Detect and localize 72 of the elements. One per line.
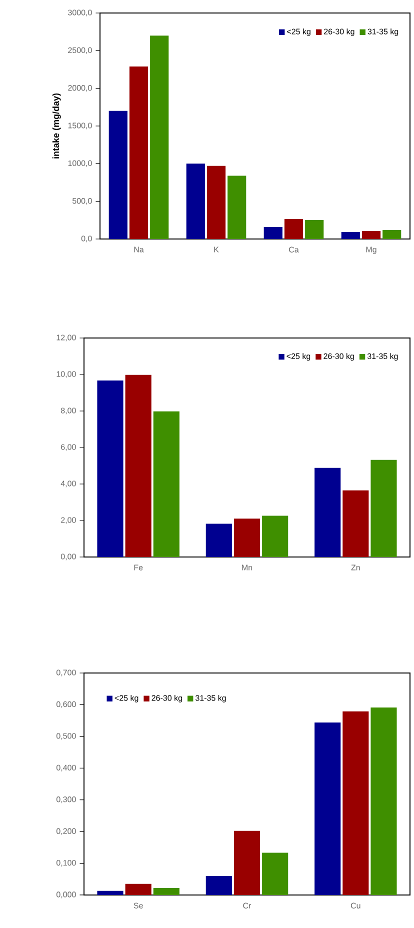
- y-tick-label: 0,200: [56, 828, 76, 835]
- y-tick-label: 3000,0: [68, 10, 92, 16]
- bar: [342, 711, 369, 895]
- legend-label: 26-30 kg: [324, 353, 354, 361]
- legend-label: 26-30 kg: [152, 694, 182, 702]
- bar: [108, 110, 128, 239]
- x-tick-label: Cu: [350, 902, 360, 908]
- bar: [284, 218, 304, 239]
- legend-label: 26-30 kg: [324, 28, 354, 36]
- bar: [206, 166, 226, 239]
- bar: [341, 232, 360, 239]
- y-tick-label: 1000,0: [68, 160, 92, 167]
- bar: [150, 36, 169, 239]
- y-tick-label: 0,600: [56, 701, 76, 708]
- legend-label: 31-35 kg: [367, 353, 398, 361]
- bar: [206, 876, 232, 895]
- y-tick-label: 10,00: [56, 371, 76, 378]
- legend-label: <25 kg: [287, 28, 310, 36]
- bar: [314, 722, 341, 895]
- y-tick-label: 0,000: [56, 892, 76, 898]
- bar: [370, 708, 397, 895]
- bar: [262, 516, 288, 557]
- bar: [234, 830, 260, 895]
- x-tick-label: Mg: [366, 246, 376, 254]
- x-tick-label: Cr: [243, 902, 252, 908]
- y-axis-title: intake (mg/day): [52, 93, 61, 158]
- y-tick-label: 4,00: [60, 480, 76, 488]
- x-tick-label: Zn: [351, 564, 360, 570]
- y-tick-label: 1500,0: [68, 122, 92, 130]
- y-tick-label: 0,300: [56, 796, 76, 804]
- bar: [264, 226, 282, 239]
- bar: [125, 884, 152, 895]
- bar: [342, 490, 369, 557]
- bar: [97, 380, 124, 557]
- y-tick-label: 0,0: [81, 236, 92, 242]
- bar: [234, 518, 260, 557]
- legend-label: <25 kg: [286, 353, 310, 361]
- y-tick-label: 0,700: [56, 670, 76, 676]
- x-tick-label: Mn: [242, 564, 252, 570]
- x-tick-label: Ca: [289, 246, 299, 252]
- bar: [362, 231, 381, 239]
- y-tick-label: 2000,0: [68, 85, 92, 92]
- x-tick-label: Na: [134, 246, 144, 252]
- y-tick-label: 0,100: [56, 860, 76, 867]
- y-tick-label: 2,00: [61, 517, 76, 524]
- bar: [153, 411, 180, 557]
- bar: [125, 374, 152, 557]
- y-tick-label: 8,00: [60, 408, 76, 414]
- y-tick-label: 500,0: [72, 198, 92, 205]
- bar: [314, 468, 341, 557]
- x-tick-label: K: [214, 246, 219, 252]
- bar: [228, 176, 246, 239]
- bar: [153, 888, 180, 895]
- y-tick-label: 6,00: [61, 444, 76, 451]
- bar: [97, 890, 124, 895]
- bar: [382, 230, 402, 239]
- y-tick-label: 0,500: [56, 733, 76, 740]
- y-tick-label: 2500,0: [68, 47, 92, 54]
- bar: [305, 220, 324, 239]
- y-tick-label: 0,00: [60, 554, 76, 560]
- x-tick-label: Se: [134, 902, 143, 908]
- bar: [262, 852, 288, 895]
- y-tick-label: 0,400: [56, 764, 76, 772]
- x-tick-label: Fe: [134, 564, 143, 570]
- bar: [370, 460, 397, 557]
- bar: [129, 66, 148, 239]
- bar: [206, 524, 232, 557]
- y-tick-label: 12,00: [56, 334, 76, 342]
- legend-label: 31-35 kg: [196, 694, 226, 702]
- legend-label: <25 kg: [114, 694, 138, 702]
- bar: [186, 164, 205, 239]
- legend-label: 31-35 kg: [368, 28, 398, 36]
